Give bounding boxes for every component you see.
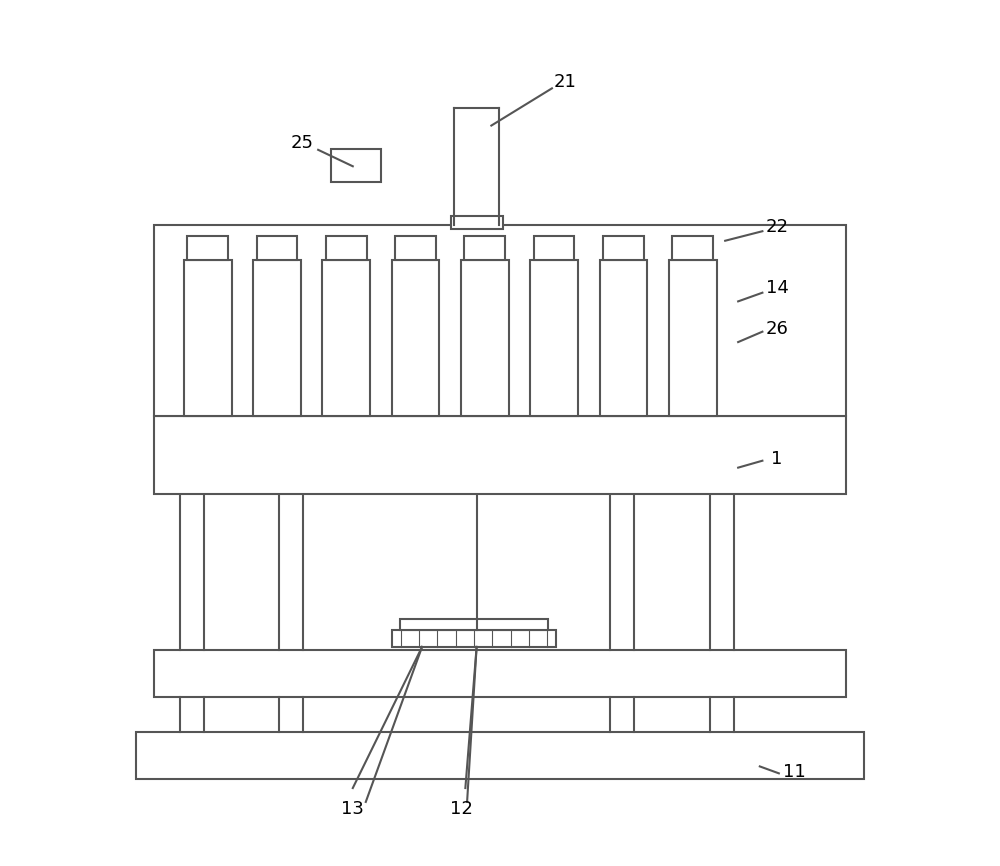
Text: 13: 13: [341, 800, 364, 818]
Text: 12: 12: [450, 800, 472, 818]
Bar: [534, 236, 574, 260]
Text: 26: 26: [766, 320, 789, 338]
Text: 21: 21: [554, 74, 576, 91]
Bar: [395, 236, 436, 260]
Bar: [600, 260, 647, 416]
Bar: [187, 236, 228, 260]
Bar: [400, 619, 548, 630]
Text: 22: 22: [766, 218, 789, 236]
Bar: [136, 732, 864, 779]
Bar: [392, 630, 556, 647]
Bar: [154, 416, 846, 494]
Bar: [392, 260, 439, 416]
Bar: [154, 225, 846, 416]
Bar: [672, 236, 713, 260]
Bar: [322, 260, 370, 416]
Bar: [331, 149, 381, 182]
Bar: [461, 260, 509, 416]
Text: 14: 14: [766, 279, 789, 296]
Bar: [669, 260, 716, 416]
Bar: [257, 236, 297, 260]
Bar: [451, 216, 503, 229]
Bar: [530, 260, 578, 416]
Bar: [603, 236, 644, 260]
Bar: [464, 236, 505, 260]
Text: 25: 25: [291, 134, 314, 152]
Bar: [326, 236, 367, 260]
Bar: [184, 260, 232, 416]
Text: 11: 11: [783, 764, 806, 781]
Bar: [154, 650, 846, 697]
Text: 1: 1: [771, 450, 783, 468]
Bar: [253, 260, 301, 416]
